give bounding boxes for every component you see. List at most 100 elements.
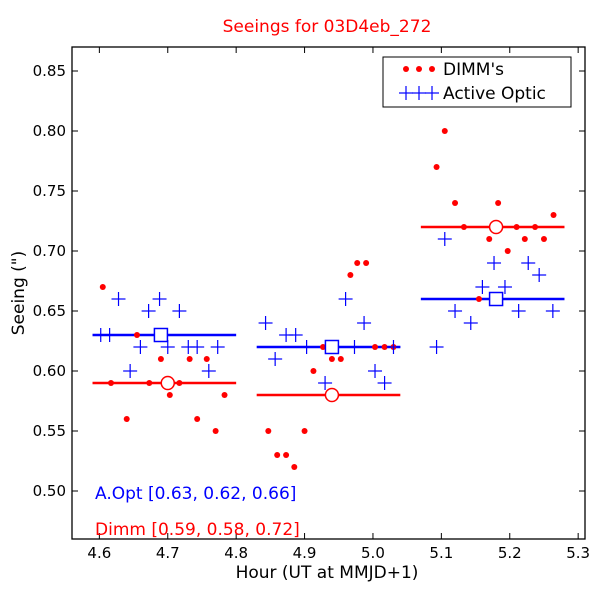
dimm-point — [107, 380, 114, 386]
y-axis: 0.50 0.55 0.60 0.65 0.70 0.75 0.80 0.85 — [33, 62, 585, 500]
y-tick-label: 0.80 — [33, 122, 66, 140]
active-optic-point — [448, 304, 463, 318]
dimm-point — [363, 260, 370, 266]
dimm-point — [203, 356, 210, 362]
x-axis-label: Hour (UT at MMJD+1) — [236, 563, 419, 583]
y-tick-label: 0.65 — [33, 302, 66, 320]
data-points — [93, 128, 560, 470]
dimm-point — [486, 236, 493, 242]
dimm-point — [123, 416, 130, 422]
active-optic-point — [288, 328, 303, 342]
dimm-point — [354, 260, 361, 266]
active-optic-point — [201, 364, 216, 378]
dimm-point — [381, 344, 388, 350]
dimm-point — [133, 332, 140, 338]
dimm-median-marker — [160, 375, 176, 391]
dimm-point — [433, 164, 440, 170]
legend-active-optic-plus — [412, 86, 426, 100]
x-tick-label: 5.2 — [498, 544, 522, 562]
active-optic-median-marker — [153, 327, 169, 343]
dimm-point — [274, 452, 281, 458]
dimm-point — [495, 200, 502, 206]
active-optic-point — [102, 328, 117, 342]
y-axis-label: Seeing (") — [9, 251, 29, 336]
dimm-point — [504, 248, 511, 254]
x-axis: 4.6 4.7 4.8 4.9 5.0 5.1 5.2 5.3 — [87, 47, 590, 562]
legend-dimm-dot — [416, 66, 422, 72]
active-optic-point — [545, 304, 560, 318]
active-optic-point — [299, 340, 314, 354]
active-optic-point — [347, 340, 362, 354]
dimm-point — [550, 212, 557, 218]
dimm-point — [475, 296, 482, 302]
dimm-point — [320, 344, 327, 350]
annotation-active-optic-medians: A.Opt [0.63, 0.62, 0.66] — [95, 484, 296, 504]
dimm-point — [452, 200, 459, 206]
active-optic-point — [268, 352, 283, 366]
dimm-median-marker — [488, 219, 504, 235]
legend-label-dimm: DIMM's — [443, 60, 504, 80]
legend-active-optic-plus — [425, 86, 439, 100]
x-tick-label: 5.3 — [566, 544, 590, 562]
dimm-point — [291, 464, 298, 470]
active-optic-point — [111, 292, 126, 306]
dimm-point — [146, 380, 153, 386]
active-optic-point — [532, 268, 547, 282]
active-optic-point — [338, 292, 353, 306]
plot-area — [71, 46, 586, 540]
y-tick-label: 0.60 — [33, 362, 66, 380]
active-optic-point — [497, 280, 512, 294]
active-optic-point — [463, 316, 478, 330]
dimm-point — [301, 428, 308, 434]
dimm-point — [221, 392, 228, 398]
dimm-point — [532, 224, 539, 230]
active-optic-point — [429, 340, 444, 354]
dimm-point — [347, 272, 354, 278]
dimm-point — [166, 392, 173, 398]
median-markers — [153, 219, 504, 403]
x-tick-label: 5.0 — [361, 544, 385, 562]
dimm-point — [441, 128, 448, 134]
active-optic-point — [123, 364, 138, 378]
y-tick-label: 0.85 — [33, 62, 66, 80]
dimm-point — [521, 236, 528, 242]
y-tick-label: 0.55 — [33, 422, 66, 440]
dimm-point — [265, 428, 272, 434]
active-optic-point — [357, 316, 372, 330]
active-optic-point — [377, 376, 392, 390]
legend-box — [382, 56, 572, 108]
x-tick-label: 4.8 — [224, 544, 248, 562]
active-optic-point — [386, 340, 401, 354]
dimm-median-marker — [324, 387, 340, 403]
x-tick-label: 4.6 — [87, 544, 111, 562]
dimm-point — [99, 284, 106, 290]
active-optic-point — [437, 232, 452, 246]
active-optic-median-marker — [324, 339, 340, 355]
dimm-point — [186, 356, 193, 362]
dimm-point — [337, 356, 344, 362]
active-optic-point — [511, 304, 526, 318]
active-optic-point — [368, 364, 383, 378]
active-optic-point — [160, 340, 175, 354]
active-optic-point — [190, 340, 205, 354]
legend-dimm-dot — [429, 66, 435, 72]
y-tick-label: 0.70 — [33, 242, 66, 260]
x-tick-label: 4.9 — [293, 544, 317, 562]
active-optic-point — [475, 280, 490, 294]
legend-marks — [399, 66, 439, 100]
dimm-point — [176, 380, 183, 386]
dimm-point — [372, 344, 379, 350]
dimm-point — [513, 224, 520, 230]
dimm-point — [310, 368, 317, 374]
chart-title: Seeings for 03D4eb_272 — [223, 17, 432, 37]
active-optic-point — [487, 256, 502, 270]
active-optic-point — [318, 376, 333, 390]
x-tick-label: 4.7 — [156, 544, 180, 562]
dimm-point — [540, 236, 547, 242]
active-optic-point — [172, 304, 187, 318]
x-tick-label: 5.1 — [429, 544, 453, 562]
legend: DIMM's Active Optic — [382, 56, 572, 108]
dimm-point — [194, 416, 201, 422]
active-optic-median-marker — [488, 291, 504, 307]
